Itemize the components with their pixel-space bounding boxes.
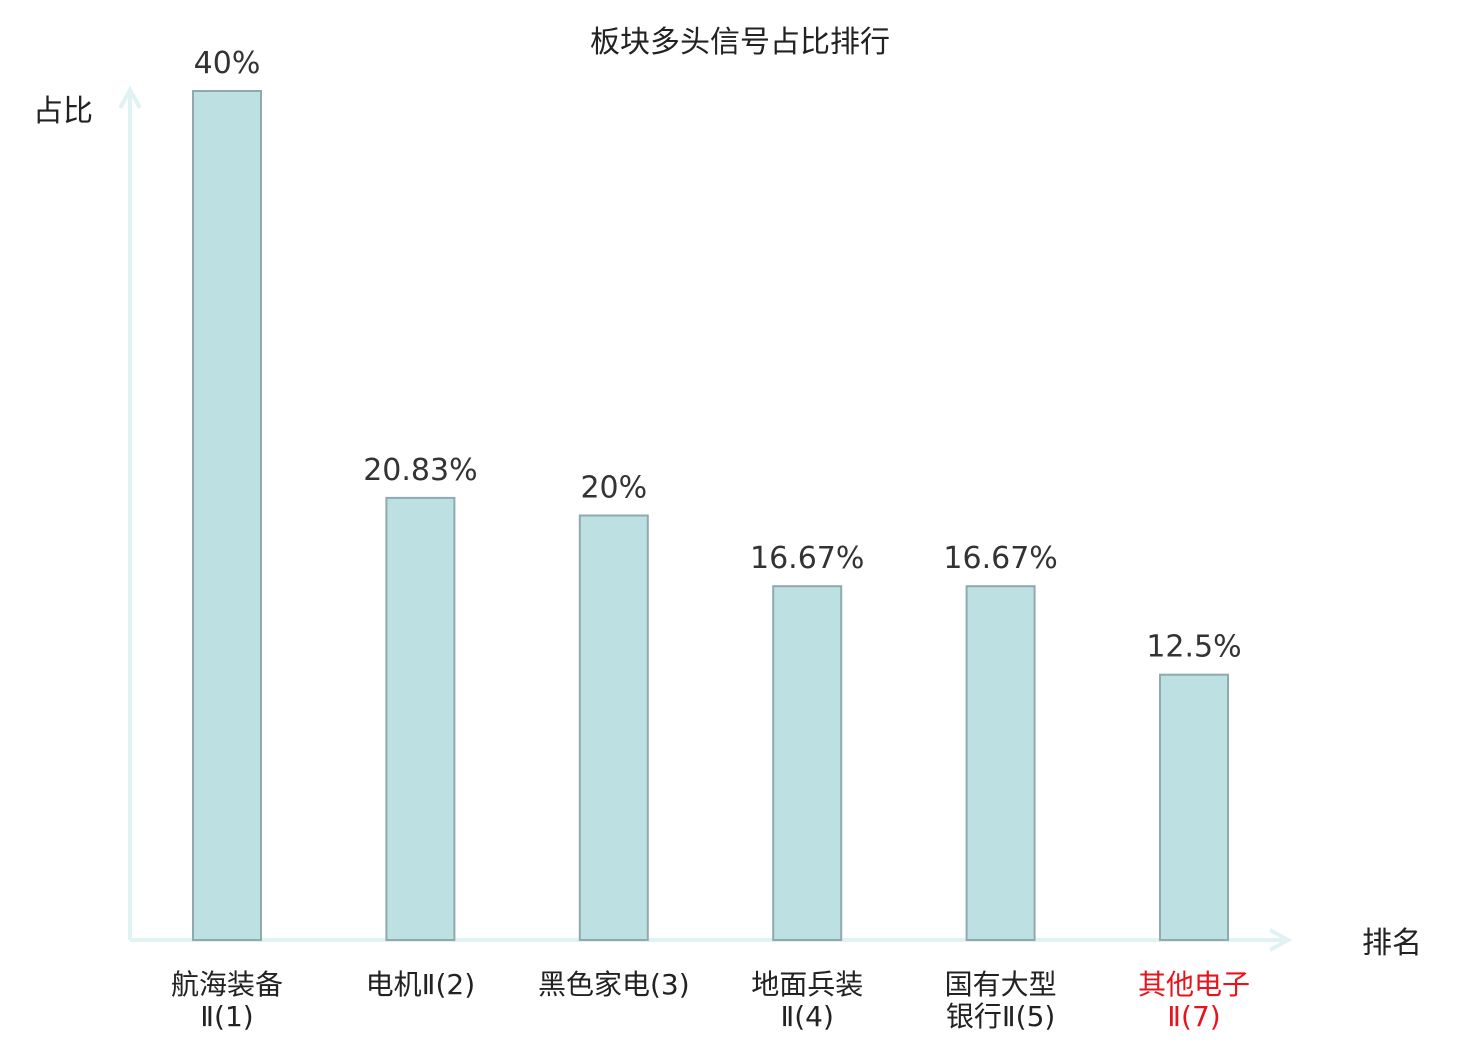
value-label: 16.67% [943, 541, 1057, 576]
category-label: Ⅱ(1) [200, 1000, 253, 1033]
category-label: Ⅱ(4) [780, 1000, 833, 1033]
category-label: 国有大型 [945, 968, 1057, 1001]
x-axis-arrowhead [1269, 928, 1293, 952]
y-axis-arrowhead [118, 85, 142, 109]
category-label: 航海装备 [171, 968, 283, 1001]
bar [772, 585, 843, 941]
bar [1159, 673, 1229, 941]
value-label: 12.5% [1146, 630, 1241, 665]
bar [578, 514, 649, 941]
category-label: 地面兵装 [751, 968, 863, 1001]
value-label: 40% [194, 46, 261, 81]
y-axis [118, 85, 142, 940]
bar [965, 585, 1036, 941]
bar [385, 496, 456, 941]
bar [192, 90, 262, 941]
value-label: 20% [580, 471, 647, 506]
x-axis [130, 928, 1293, 952]
value-label: 16.67% [750, 541, 864, 576]
category-label: 电机Ⅱ(2) [366, 968, 475, 1001]
category-label: 黑色家电(3) [538, 968, 690, 1001]
value-labels: 40% 20.83% 20% 16.67% 16.67% 12.5% [194, 46, 1242, 665]
category-label: 银行Ⅱ(5) [946, 1000, 1055, 1033]
category-label: 其他电子 [1138, 968, 1250, 1001]
chart-title: 板块多头信号占比排行 [590, 25, 890, 60]
value-label: 20.83% [363, 453, 477, 488]
bars [192, 90, 1229, 941]
y-axis-label: 占比 [33, 94, 93, 129]
x-axis-label: 排名 [1362, 926, 1422, 961]
category-label: Ⅱ(7) [1167, 1000, 1220, 1033]
